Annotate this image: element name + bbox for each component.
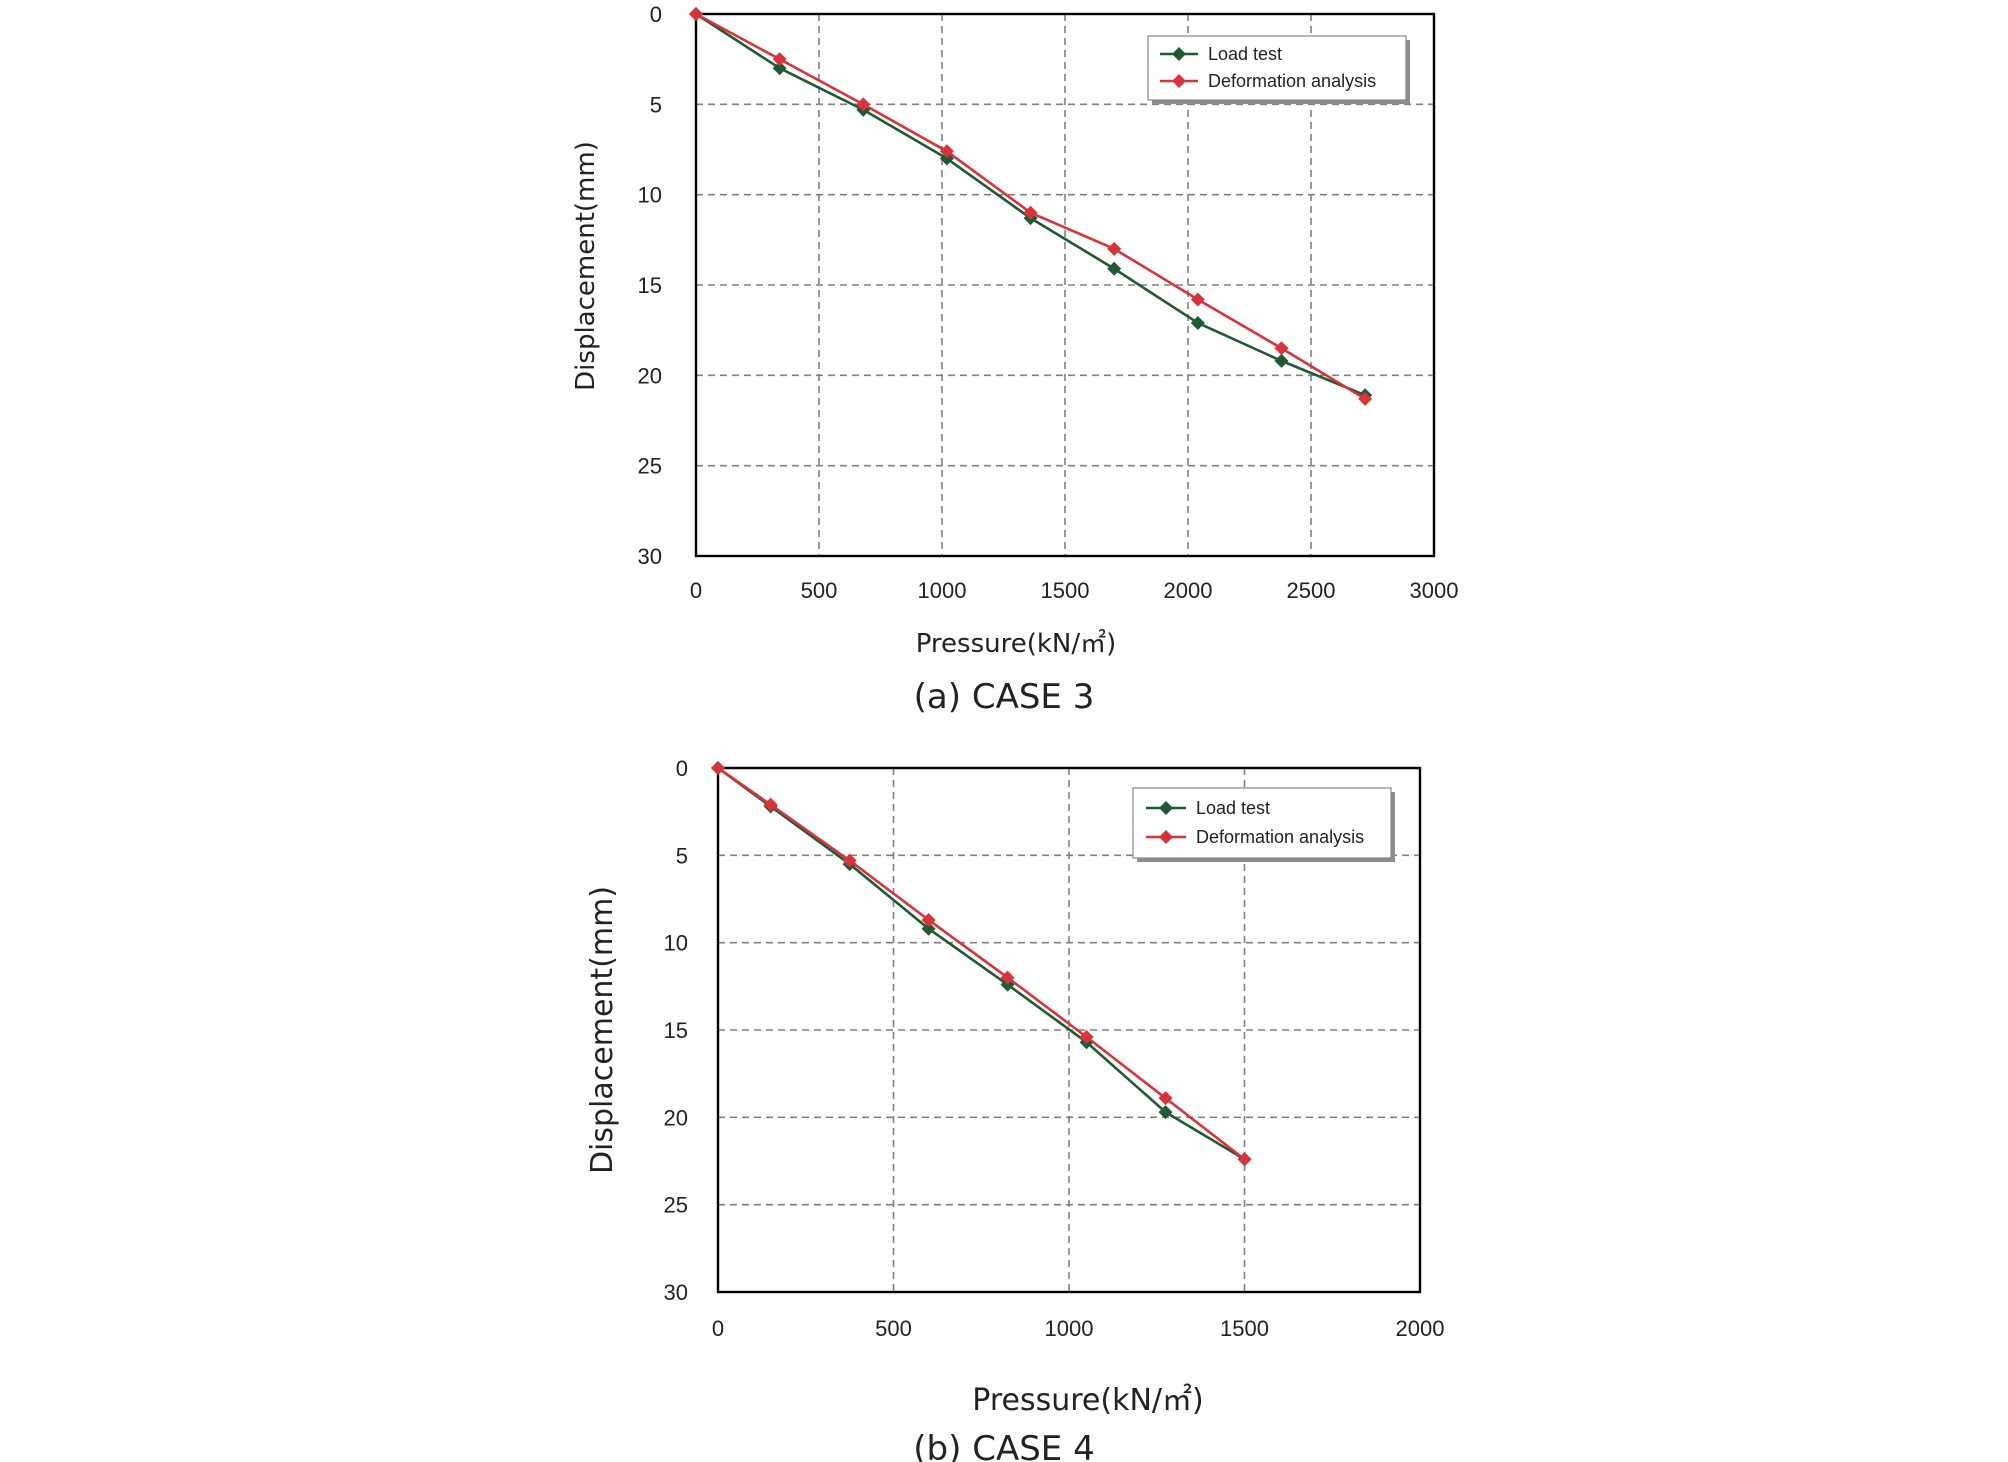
chart-b-legend-box <box>1132 787 1392 859</box>
chart-a-x-ticks: 0 500 1000 1500 2000 2500 3000 <box>690 578 1459 603</box>
chart-a-y-tick-label: 15 <box>638 273 662 298</box>
chart-b-plot-frame <box>716 766 1422 1294</box>
chart-a-legend-label-load-test: Load test <box>1208 44 1282 64</box>
chart-a-x-tick-label: 0 <box>690 578 702 603</box>
chart-a-deformation-analysis-point-0 <box>689 7 703 21</box>
chart-a-series <box>689 7 1373 406</box>
chart-b-legend-label-load-test: Load test <box>1196 798 1270 818</box>
chart-a-deformation-analysis-point-6 <box>1190 292 1205 307</box>
chart-a-load-test-point-1 <box>772 61 787 76</box>
chart-b-deformation-analysis-point-3 <box>921 912 936 927</box>
chart-a-y-axis-label: Displacement(mm) <box>571 141 601 391</box>
chart-case-3: 0 500 1000 1500 2000 2500 3000 0 5 10 15 20 25 30 Lo… <box>571 2 1458 717</box>
chart-a-x-tick-label: 500 <box>801 578 838 603</box>
chart-a-y-tick-label: 25 <box>638 454 662 479</box>
chart-case-4: 0 500 1000 1500 2000 0 5 10 15 20 25 30 Load test … <box>585 756 1444 1462</box>
chart-b-legend-marker-load-test <box>1159 801 1173 815</box>
chart-b-y-tick-label: 10 <box>664 931 688 956</box>
chart-b-series <box>711 761 1252 1167</box>
chart-b-deformation-analysis-point-4 <box>1000 970 1015 985</box>
chart-a-caption: (a) CASE 3 <box>914 677 1095 717</box>
chart-b-legend: Load test Deformation analysis <box>1132 787 1395 862</box>
chart-b-x-tick-label: 500 <box>875 1316 912 1341</box>
chart-b-y-axis-label: Displacement(mm) <box>585 886 620 1174</box>
chart-a-deformation-analysis-point-1 <box>772 52 787 67</box>
chart-b-y-tick-label: 0 <box>676 756 688 781</box>
chart-a-deformation-analysis-point-4 <box>1023 205 1038 220</box>
chart-b-x-tick-label: 0 <box>712 1316 724 1341</box>
chart-a-x-tick-label: 3000 <box>1410 578 1459 603</box>
chart-b-load-test-point-3 <box>921 921 936 936</box>
chart-b-y-tick-label: 25 <box>664 1193 688 1218</box>
chart-b-legend-marker-deformation <box>1159 830 1173 844</box>
chart-a-x-tick-label: 2000 <box>1164 578 1213 603</box>
chart-a-plot-frame <box>694 12 1436 558</box>
chart-b-x-ticks: 0 500 1000 1500 2000 <box>712 1316 1445 1341</box>
chart-a-grid <box>696 14 1434 556</box>
chart-a-x-axis-label: Pressure(kN/㎡) <box>916 629 1117 659</box>
chart-b-x-tick-label: 2000 <box>1396 1316 1445 1341</box>
chart-a-y-tick-label: 5 <box>650 92 662 117</box>
chart-a-y-tick-label: 10 <box>638 183 662 208</box>
chart-b-series-line-deformation-analysis <box>717 766 1246 1161</box>
chart-a-y-tick-label: 30 <box>638 544 662 569</box>
chart-a-x-tick-label: 1000 <box>918 578 967 603</box>
chart-b-deformation-analysis-point-5 <box>1079 1029 1094 1044</box>
chart-b-y-tick-label: 30 <box>664 1280 688 1305</box>
chart-b-y-tick-label: 15 <box>664 1018 688 1043</box>
chart-b-load-test-point-6 <box>1158 1105 1173 1120</box>
chart-b-deformation-analysis-point-6 <box>1158 1091 1173 1106</box>
chart-a-legend-label-deformation: Deformation analysis <box>1208 71 1376 91</box>
chart-b-deformation-analysis-point-0 <box>711 761 725 775</box>
chart-a-x-tick-label: 2500 <box>1287 578 1336 603</box>
chart-a-deformation-analysis-point-8 <box>1358 391 1373 406</box>
chart-b-caption: (b) CASE 4 <box>913 1429 1094 1462</box>
chart-b-y-tick-label: 5 <box>676 843 688 868</box>
chart-a-y-tick-label: 20 <box>638 363 662 388</box>
chart-a-load-test-point-7 <box>1274 353 1289 368</box>
chart-a-deformation-analysis-point-7 <box>1274 341 1289 356</box>
chart-a-load-test-point-5 <box>1107 261 1122 276</box>
chart-b-deformation-analysis-point-2 <box>842 853 857 868</box>
chart-b-x-tick-label: 1500 <box>1220 1316 1269 1341</box>
chart-a-deformation-analysis-point-5 <box>1107 241 1122 256</box>
chart-a-y-tick-label: 0 <box>650 2 662 27</box>
chart-a-legend-marker-load-test <box>1172 47 1186 61</box>
chart-a-legend-marker-deformation <box>1172 74 1186 88</box>
chart-b-x-tick-label: 1000 <box>1045 1316 1094 1341</box>
chart-b-legend-label-deformation: Deformation analysis <box>1196 827 1364 847</box>
chart-a-x-tick-label: 1500 <box>1041 578 1090 603</box>
chart-a-legend-box <box>1147 35 1407 101</box>
chart-a-load-test-point-6 <box>1190 315 1205 330</box>
chart-b-x-axis-label: Pressure(kN/㎡) <box>972 1383 1203 1418</box>
chart-a-legend: Load test Deformation analysis <box>1147 35 1410 104</box>
chart-a-deformation-analysis-point-2 <box>856 97 871 112</box>
chart-a-y-ticks: 0 5 10 15 20 25 30 <box>638 2 662 569</box>
chart-b-deformation-analysis-point-1 <box>763 797 778 812</box>
chart-b-y-tick-label: 20 <box>664 1105 688 1130</box>
chart-b-deformation-analysis-point-7 <box>1237 1152 1252 1167</box>
chart-b-y-ticks: 0 5 10 15 20 25 30 <box>664 756 688 1305</box>
chart-a-deformation-analysis-point-3 <box>939 144 954 159</box>
chart-b-series-line-load-test <box>717 766 1246 1161</box>
